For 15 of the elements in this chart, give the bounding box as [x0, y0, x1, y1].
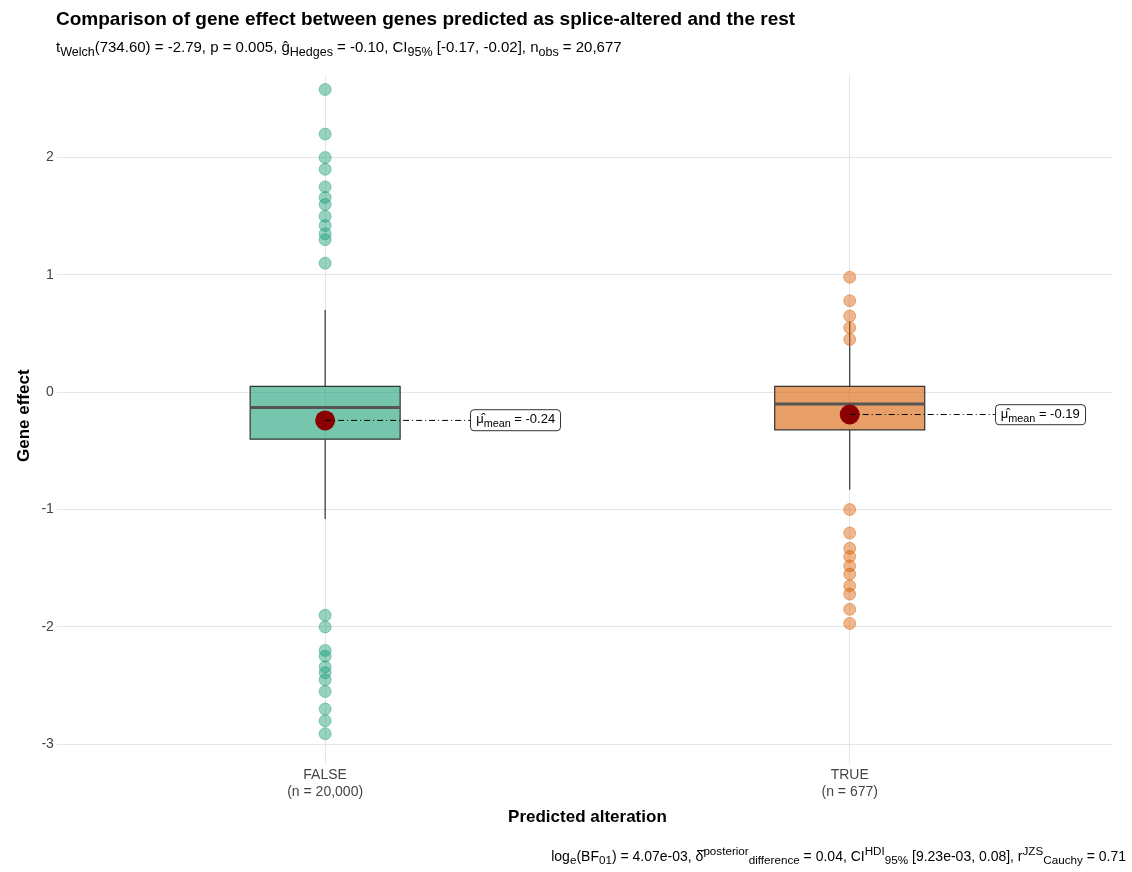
chart-title: Comparison of gene effect between genes predicted as splice-altered and the rest — [56, 8, 796, 30]
annotation: μ̂$_{mean}$ = -0.19 — [994, 403, 1086, 426]
x-tick-label: TRUE (n = 677) — [821, 766, 878, 800]
annotation: μ̂$_{mean}$ = -0.24 — [470, 409, 562, 432]
y-axis-title: Gene effect — [13, 369, 33, 462]
y-tick-label: -1 — [41, 500, 55, 517]
text: log$_{e}$(BF$_{01}$) = 4.07e-03, δ̂$^{posterior}$$_{difference}$ = 0.04, CI$^{HDI}$$_{95%}$ [9.23e-03, 0.08], r$^{JZS}$$_{Cauchy}$ = 0.71 — [551, 843, 1126, 866]
y-tick-label: 0 — [46, 383, 55, 400]
y-tick-label: -2 — [41, 617, 55, 634]
y-tick-label: 2 — [46, 148, 55, 165]
y-tick-label: -3 — [41, 735, 55, 752]
y-tick-label: 1 — [46, 265, 55, 282]
x-axis-title: Predicted alteration — [508, 807, 667, 827]
text: t$_{Welch}$(734.60) = -2.79, p = 0.005, ĝ$_{Hedges}$ = -0.10, CI$_{95%}$ [-0.17, -0.02], n$_{obs}$ = 20,677 — [56, 38, 622, 59]
x-tick-label: FALSE (n = 20,000) — [287, 766, 364, 800]
